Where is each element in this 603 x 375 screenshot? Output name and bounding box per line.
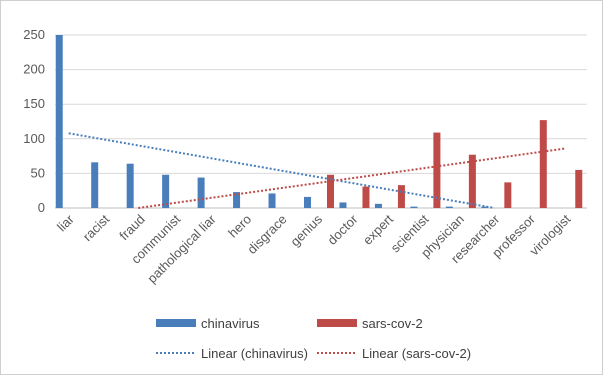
bar-sars-cov-2-virologist — [575, 169, 583, 208]
legend-label: sars-cov-2 — [362, 316, 423, 331]
x-tick-label: fraud — [116, 212, 148, 244]
trendline-0 — [68, 132, 495, 209]
x-tick-label: doctor — [324, 211, 361, 248]
bar-chinavirus-scientist — [410, 206, 418, 208]
bar-sars-cov-2-expert — [397, 185, 405, 208]
y-tick-label: 0 — [38, 200, 45, 215]
y-tick-label: 250 — [23, 27, 45, 42]
bar-chinavirus-communist — [162, 174, 170, 208]
bar-chinavirus-racist — [91, 162, 99, 208]
bar-chinavirus-hero — [233, 192, 241, 208]
x-tick-label: genius — [287, 211, 325, 249]
bar-chinavirus-fraud — [126, 163, 134, 208]
bar-sars-cov-2-physician — [468, 154, 476, 208]
y-tick-label: 100 — [23, 131, 45, 146]
bar-chinavirus-disgrace — [268, 193, 276, 208]
legend: chinavirus sars-cov-2 Linear (chinavirus) L… — [156, 316, 471, 361]
x-tick-label: hero — [225, 212, 254, 241]
legend-label: Linear (chinavirus) — [201, 346, 308, 361]
bar-sars-cov-2-researcher — [504, 182, 512, 208]
x-tick-label: racist — [80, 211, 113, 244]
bar-chinavirus-doctor — [339, 202, 347, 208]
bar-sars-cov-2-genius — [327, 174, 334, 208]
y-axis-labels: 0 50 100 150 200 250 — [23, 27, 45, 215]
bar-chinavirus-pathological-liar — [197, 177, 205, 208]
bar-chinavirus-genius — [304, 196, 311, 208]
bar-chinavirus-expert — [374, 203, 382, 208]
legend-label: Linear (sars-cov-2) — [362, 346, 471, 361]
legend-label: chinavirus — [201, 316, 260, 331]
bar-chinavirus-liar — [55, 35, 63, 208]
x-tick-label: liar — [54, 211, 77, 234]
trendlines — [68, 132, 566, 209]
bar-sars-cov-2-professor — [539, 120, 547, 208]
bar-sars-cov-2-scientist — [433, 132, 441, 208]
y-tick-label: 50 — [31, 165, 45, 180]
bars — [55, 35, 583, 208]
x-tick-label: disgrace — [244, 212, 289, 257]
gridlines — [55, 34, 587, 209]
y-tick-label: 200 — [23, 62, 45, 77]
bar-chinavirus-researcher — [481, 206, 489, 208]
y-tick-label: 150 — [23, 96, 45, 111]
bar-sars-cov-2-doctor — [362, 186, 370, 208]
bar-chinavirus-physician — [445, 206, 453, 208]
legend-swatch — [317, 319, 357, 327]
legend-swatch — [156, 319, 196, 327]
